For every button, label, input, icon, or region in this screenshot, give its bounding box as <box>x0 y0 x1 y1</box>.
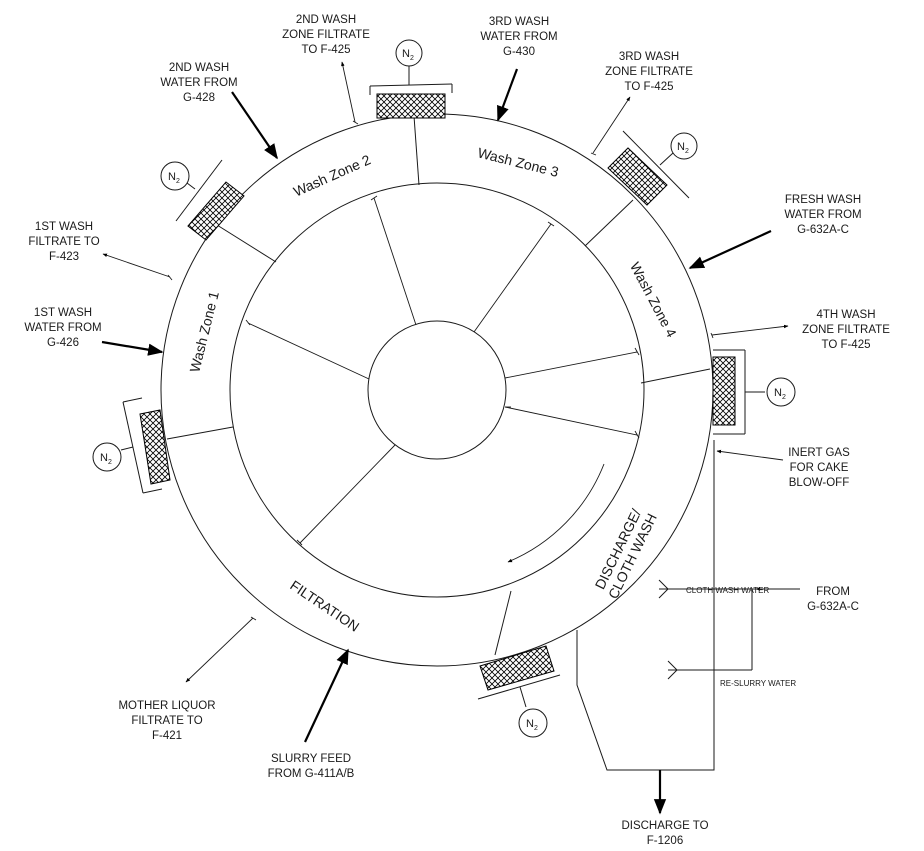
zone-label-wash3: Wash Zone 3 <box>476 144 560 180</box>
label-3rd-wash-water: 3RD WASH WATER FROM G-430 <box>480 16 557 58</box>
svg-text:1ST WASH: 1ST WASH <box>35 221 93 233</box>
seal-box-left <box>120 397 171 494</box>
svg-text:2ND WASH: 2ND WASH <box>169 62 229 74</box>
svg-text:4TH WASH: 4TH WASH <box>817 309 876 321</box>
label-2nd-wash-water: 2ND WASH WATER FROM G-428 <box>160 62 237 104</box>
svg-text:FRESH WASH: FRESH WASH <box>785 194 861 206</box>
label-1st-wash-water: 1ST WASH WATER FROM G-426 <box>24 307 101 349</box>
svg-text:ZONE FILTRATE: ZONE FILTRATE <box>282 29 370 41</box>
label-3rd-wash-filtrate: 3RD WASH ZONE FILTRATE TO F-425 <box>605 51 693 93</box>
label-slurry-feed: SLURRY FEED FROM G-411A/B <box>268 753 355 780</box>
svg-text:2: 2 <box>685 148 689 155</box>
svg-text:2ND WASH: 2ND WASH <box>296 14 356 26</box>
label-fresh-wash-water: FRESH WASH WATER FROM G-632A-C <box>784 194 861 236</box>
svg-text:FROM G-411A/B: FROM G-411A/B <box>268 768 355 780</box>
svg-text:N: N <box>402 48 410 60</box>
svg-text:2: 2 <box>782 394 786 401</box>
svg-text:G-426: G-426 <box>47 337 79 349</box>
svg-text:WATER FROM: WATER FROM <box>160 77 237 89</box>
rotation-arrow <box>507 463 605 563</box>
svg-text:1ST WASH: 1ST WASH <box>34 307 92 319</box>
svg-text:3RD WASH: 3RD WASH <box>489 16 549 28</box>
drum-hub-circle <box>367 320 507 460</box>
svg-text:WATER FROM: WATER FROM <box>480 31 557 43</box>
label-2nd-wash-filtrate: 2ND WASH ZONE FILTRATE TO F-425 <box>282 14 370 56</box>
svg-text:N: N <box>774 387 782 399</box>
flow-arrows <box>101 61 789 743</box>
seal-box-upper-left <box>175 159 245 241</box>
seal-box-bottom <box>477 645 561 708</box>
label-4th-wash-filtrate: 4TH WASH ZONE FILTRATE TO F-425 <box>802 309 890 351</box>
svg-text:2: 2 <box>410 55 414 62</box>
discharge-piping <box>576 440 783 771</box>
seal-box-right <box>712 349 765 435</box>
label-mother-liquor: MOTHER LIQUOR FILTRATE TO F-421 <box>118 700 215 742</box>
label-from-g632: FROM G-632A-C <box>807 586 859 613</box>
svg-text:ZONE FILTRATE: ZONE FILTRATE <box>802 324 890 336</box>
svg-text:WATER FROM: WATER FROM <box>24 322 101 334</box>
svg-text:F-1206: F-1206 <box>647 835 683 847</box>
svg-text:2: 2 <box>534 725 538 732</box>
svg-text:FILTRATE TO: FILTRATE TO <box>131 715 202 727</box>
svg-text:BLOW-OFF: BLOW-OFF <box>789 477 849 489</box>
label-1st-wash-filtrate: 1ST WASH FILTRATE TO F-423 <box>28 221 99 263</box>
spoke-hooks <box>245 195 640 546</box>
label-discharge: DISCHARGE TO F-1206 <box>621 820 708 847</box>
zone-label-wash1: Wash Zone 1 <box>186 290 222 374</box>
zone-label-filtration: FILTRATION <box>287 577 362 635</box>
svg-text:FOR CAKE: FOR CAKE <box>790 462 849 474</box>
drum-middle-circle <box>229 182 645 598</box>
svg-text:N: N <box>526 718 534 730</box>
label-inert-gas: INERT GAS FOR CAKE BLOW-OFF <box>788 447 850 489</box>
svg-text:TO F-425: TO F-425 <box>625 81 674 93</box>
outlet-ticks <box>167 120 714 621</box>
svg-text:2: 2 <box>176 178 180 185</box>
seal-box-upper-right <box>607 130 690 206</box>
svg-text:G-430: G-430 <box>503 46 535 58</box>
svg-text:2: 2 <box>108 459 112 466</box>
svg-text:FILTRATE TO: FILTRATE TO <box>28 236 99 248</box>
svg-text:TO F-425: TO F-425 <box>822 339 871 351</box>
svg-text:MOTHER LIQUOR: MOTHER LIQUOR <box>118 700 215 712</box>
svg-text:G-428: G-428 <box>183 92 215 104</box>
svg-text:WATER FROM: WATER FROM <box>784 209 861 221</box>
svg-text:F-423: F-423 <box>49 251 79 263</box>
svg-text:G-632A-C: G-632A-C <box>807 601 859 613</box>
svg-text:DISCHARGE TO: DISCHARGE TO <box>621 820 708 832</box>
seal-box-top <box>369 66 453 119</box>
svg-text:INERT GAS: INERT GAS <box>788 447 850 459</box>
svg-text:F-421: F-421 <box>152 730 182 742</box>
svg-text:G-632A-C: G-632A-C <box>797 224 849 236</box>
drum-spokes <box>247 197 638 544</box>
zone-dividers <box>166 115 711 656</box>
svg-text:TO F-425: TO F-425 <box>302 44 351 56</box>
svg-text:FROM: FROM <box>816 586 850 598</box>
svg-text:ZONE FILTRATE: ZONE FILTRATE <box>605 66 693 78</box>
zone-label-wash2: Wash Zone 2 <box>291 151 373 199</box>
svg-text:N: N <box>168 171 176 183</box>
svg-text:SLURRY FEED: SLURRY FEED <box>271 753 351 765</box>
label-cloth-wash-water: CLOTH WASH WATER <box>686 586 769 595</box>
svg-text:N: N <box>100 452 108 464</box>
svg-text:N: N <box>677 141 685 153</box>
svg-text:3RD WASH: 3RD WASH <box>619 51 679 63</box>
label-reslurry-water: RE-SLURRY WATER <box>720 679 796 688</box>
zone-label-discharge: DISCHARGE/ CLOTH WASH <box>592 506 660 601</box>
